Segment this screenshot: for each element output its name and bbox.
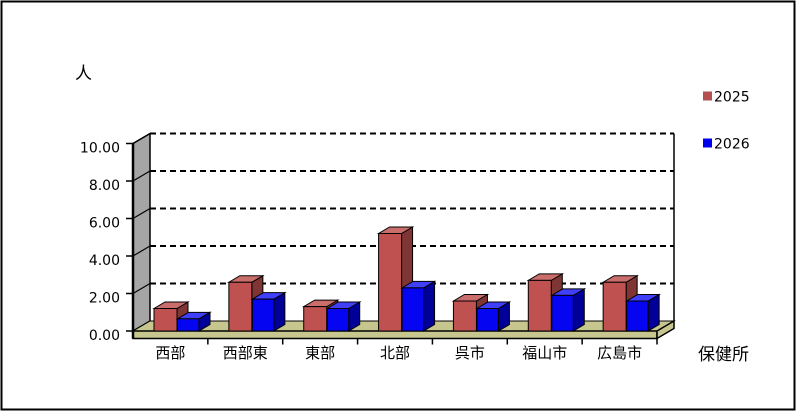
bar-2025-北部 — [378, 233, 403, 332]
y-tick-label: 8.00 — [89, 178, 120, 194]
bar-2025-西部 — [153, 308, 178, 332]
side-wall-gridline — [132, 282, 151, 295]
bar-2025-呉市 — [452, 300, 477, 332]
side-wall-gridlines — [132, 132, 151, 295]
y-axis-ticks — [126, 142, 133, 332]
legend-label-2026: 2026 — [714, 137, 750, 153]
side-wall-gridline — [132, 245, 151, 257]
bar-2026-西部東 — [251, 298, 275, 332]
legend: 2025 2026 — [703, 90, 750, 153]
x-axis-labels: 西部 西部東 東部 北部 呉市 福山市 広島市 — [155, 344, 642, 362]
floor-right — [656, 319, 675, 340]
legend-label-2025: 2025 — [714, 90, 750, 106]
floor-front — [132, 330, 658, 340]
bar-2025-西部東 — [228, 281, 253, 332]
y-axis-labels: 0.00 2.00 4.00 6.00 8.00 10.00 — [80, 141, 120, 345]
category-label: 東部 — [305, 344, 335, 362]
y-tick-label: 4.00 — [89, 253, 120, 269]
legend-swatch-2025 — [703, 91, 712, 101]
y-axis-title: 人 — [75, 64, 92, 84]
bar-2026-北部 — [401, 287, 425, 332]
side-wall-gridline — [132, 132, 151, 145]
category-label: 福山市 — [522, 344, 567, 362]
bar-2026-福山市-side — [572, 287, 585, 332]
category-label: 西部 — [155, 344, 185, 362]
bar-2026-西部 — [177, 318, 200, 332]
bar-2026-広島市 — [626, 300, 649, 332]
bar-2025-広島市 — [602, 281, 627, 332]
side-wall-gridline — [132, 170, 151, 182]
legend-swatch-2026 — [703, 138, 712, 148]
side-wall-gridline — [132, 207, 151, 220]
category-label: 西部東 — [223, 344, 268, 362]
bars — [152, 226, 661, 332]
category-label: 呉市 — [455, 344, 485, 362]
category-label: 広島市 — [597, 344, 642, 362]
bar-2026-東部 — [326, 308, 350, 332]
y-tick-label: 10.00 — [80, 141, 120, 157]
y-tick-label: 0.00 — [89, 328, 120, 344]
x-axis-title: 保健所 — [698, 345, 749, 365]
bar-2026-福山市 — [551, 294, 574, 332]
category-label: 北部 — [380, 344, 410, 362]
side-wall — [132, 132, 151, 333]
y-tick-label: 6.00 — [89, 216, 120, 232]
bar-2025-福山市 — [527, 279, 552, 332]
bar-2026-呉市 — [476, 308, 499, 332]
y-tick-label: 2.00 — [89, 291, 120, 307]
plot-area: 0.00 2.00 4.00 6.00 8.00 10.00 西部 西部東 東部 北部 呉市 福山市… — [80, 132, 676, 362]
bar-2025-東部 — [303, 306, 328, 332]
bar-2026-北部-side — [423, 280, 436, 332]
x-axis-ticks — [207, 338, 658, 345]
